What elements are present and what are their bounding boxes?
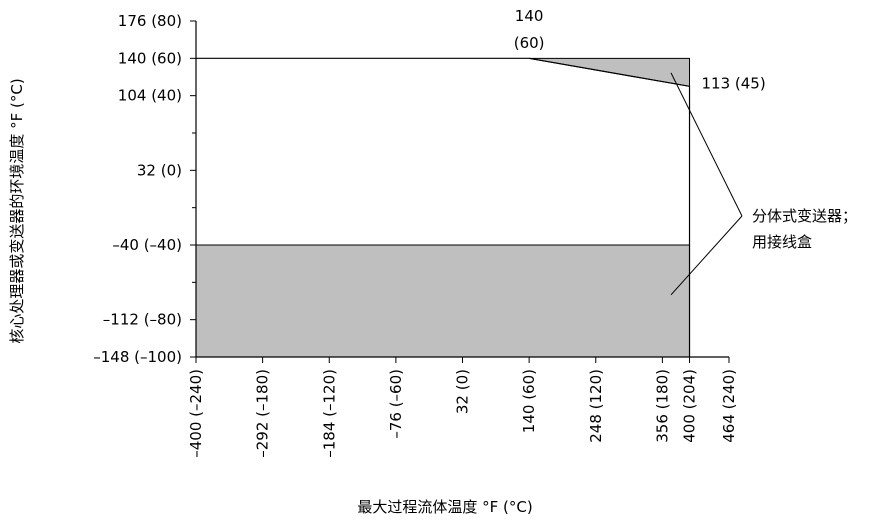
operating-boundary <box>196 57 691 357</box>
x-tick-label-8: 400 (204) <box>681 369 699 443</box>
x-tick-label-5: 140 (60) <box>520 369 538 433</box>
y-tick-label-1: 140 (60) <box>118 49 182 67</box>
callout-line2: 用接线盒 <box>752 233 812 251</box>
x-tick-label-3: –76 (–60) <box>387 369 405 439</box>
annotation-140-line2: (60) <box>514 34 545 52</box>
shaded-region-1 <box>195 244 691 358</box>
x-tick-label-0: –400 (–240) <box>187 369 205 458</box>
y-tick-label-6: –148 (–100) <box>93 348 182 366</box>
shaded-regions <box>195 57 691 358</box>
y-tick-label-4: –40 (–40) <box>112 236 182 254</box>
axes <box>190 20 730 363</box>
callout-leader-1 <box>670 215 743 296</box>
callout-leader-0 <box>670 72 743 217</box>
annotation-140-line1: 140 <box>515 7 544 25</box>
y-tick-label-5: –112 (–80) <box>103 311 182 329</box>
x-axis-title: 最大过程流体温度 °F (°C) <box>357 498 532 516</box>
y-axis-title: 核心处理器或变送器的环境温度 °F (°C) <box>8 78 26 343</box>
x-tick-label-7: 356 (180) <box>653 369 671 443</box>
y-tick-label-3: 32 (0) <box>137 161 182 179</box>
y-tick-labels: 176 (80) 140 (60) 104 (40) 32 (0) –40 (–40) –… <box>93 12 182 366</box>
y-tick-label-2: 104 (40) <box>118 87 182 105</box>
x-tick-label-6: 248 (120) <box>587 369 605 443</box>
x-tick-label-4: 32 (0) <box>454 369 472 414</box>
callout-line1: 分体式变送器； <box>752 207 857 225</box>
x-tick-label-1: –292 (–180) <box>254 369 272 458</box>
callout: 分体式变送器； 用接线盒 <box>670 72 857 296</box>
x-tick-label-9: 464 (240) <box>720 369 738 443</box>
boundary-lines <box>196 57 691 357</box>
x-tick-label-2: –184 (–120) <box>320 369 338 458</box>
annotation-113: 113 (45) <box>702 74 766 92</box>
y-tick-label-0: 176 (80) <box>118 12 182 30</box>
annotations: 140 (60) 113 (45) <box>514 7 766 92</box>
x-tick-labels: –400 (–240) –292 (–180) –184 (–120) –76 (–6… <box>187 369 738 458</box>
